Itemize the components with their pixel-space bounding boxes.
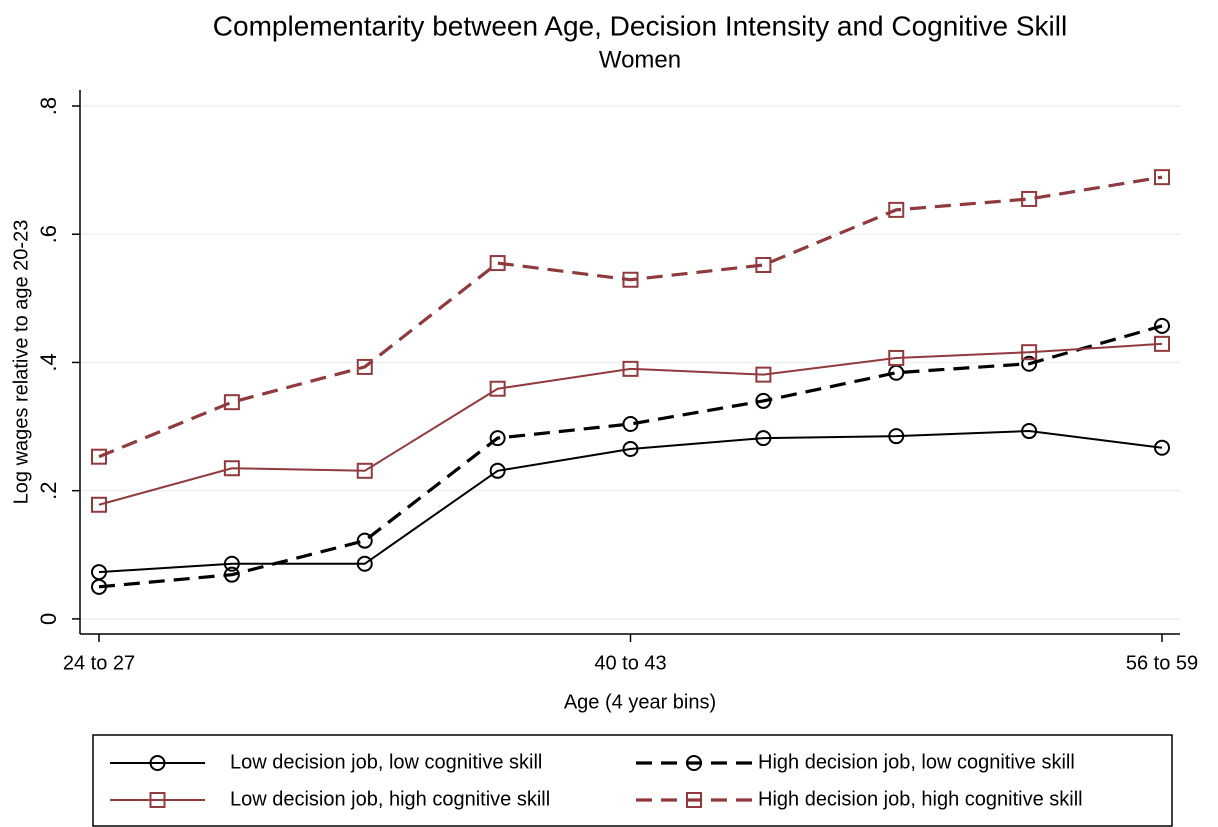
marker [489,380,506,397]
marker [489,255,506,272]
marker [755,256,772,273]
marker [622,360,639,377]
marker [149,755,166,771]
marker [223,555,240,572]
marker [223,460,240,477]
marker [489,430,506,447]
marker [91,578,107,595]
legend-label: High decision job, low cognitive skill [758,751,1075,773]
marker [1154,439,1170,456]
x-axis-label: Age (4 year bins) [564,691,716,713]
marker [489,462,506,479]
x-tick-label: 40 to 43 [594,652,666,674]
marker [888,349,905,366]
marker [888,428,905,445]
chart-title: Complementarity between Age, Decision In… [213,10,1067,41]
marker [1021,190,1038,207]
marker [622,271,639,288]
marker [91,448,107,465]
marker [1021,344,1038,361]
marker [356,555,373,572]
x-tick-label: 56 to 59 [1126,652,1198,674]
marker [888,201,905,218]
y-tick-label: .2 [36,481,61,499]
marker [755,430,772,447]
marker [755,392,772,409]
marker [356,358,373,375]
marker [1154,335,1170,352]
legend-label: High decision job, high cognitive skill [758,788,1083,810]
marker [223,394,240,411]
y-axis-label: Log wages relative to age 20-23 [10,220,32,505]
marker [686,792,702,808]
marker [149,792,166,808]
chart-subtitle: Women [599,46,681,73]
marker [755,366,772,383]
marker [1021,355,1038,372]
marker [686,755,702,771]
marker [356,532,373,549]
marker [356,462,373,479]
legend-box [92,734,1173,827]
series-line [98,324,1163,589]
marker [91,496,107,513]
legend-label: Low decision job, low cognitive skill [230,751,542,773]
marker [223,566,240,583]
x-tick-label: 24 to 27 [63,652,135,674]
marker [1154,317,1170,334]
marker [1154,169,1170,186]
y-tick-label: .6 [36,225,61,243]
marker [622,440,639,457]
marker [622,415,639,432]
series-line [98,342,1163,506]
legend-label: Low decision job, high cognitive skill [230,788,550,810]
y-tick-label: .8 [36,97,61,115]
y-tick-label: .4 [36,353,61,371]
marker [1021,423,1038,440]
series-line [98,175,1163,459]
y-tick-label: 0 [36,613,61,625]
